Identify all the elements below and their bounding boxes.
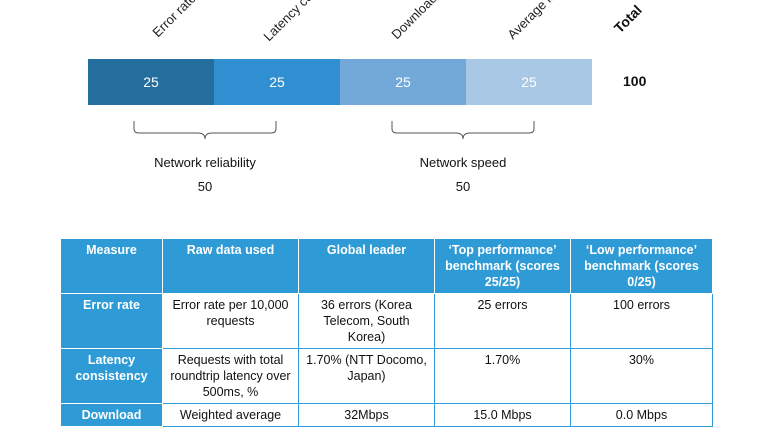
header-measure: Measure (60, 238, 163, 294)
cell-global-leader: 36 errors (Korea Telecom, South Korea) (298, 293, 435, 349)
group-value-network-reliability: 50 (197, 179, 213, 194)
brace-network-reliability (133, 121, 277, 140)
cell-low-benchmark: 30% (570, 348, 713, 404)
row-measure: Latency consistency (60, 348, 163, 404)
cell-global-leader: 32Mbps (298, 403, 435, 427)
cell-raw-data: Error rate per 10,000 requests (162, 293, 299, 349)
table-header-row: Measure Raw data used Global leader ‘Top… (60, 238, 713, 294)
benchmark-table: Measure Raw data used Global leader ‘Top… (60, 238, 713, 427)
header-top-benchmark: ‘Top performance’ benchmark (scores 25/2… (434, 238, 571, 294)
cell-raw-data: Requests with total roundtrip latency ov… (162, 348, 299, 404)
group-label-network-speed: Network speed (419, 155, 507, 170)
table-row: Error rate Error rate per 10,000 request… (60, 293, 713, 349)
header-global-leader: Global leader (298, 238, 435, 294)
bar-segment-latency-consistency: 25 (214, 59, 340, 105)
total-value: 100 (623, 73, 647, 89)
bar-value-label: 25 (395, 74, 411, 90)
cell-global-leader: 1.70% (NTT Docomo, Japan) (298, 348, 435, 404)
bar-segment-download-speed: 25 (340, 59, 466, 105)
cell-low-benchmark: 0.0 Mbps (570, 403, 713, 427)
cell-top-benchmark: 1.70% (434, 348, 571, 404)
header-raw-data: Raw data used (162, 238, 299, 294)
bar-segment-average-latency: 25 (466, 59, 592, 105)
row-measure: Download (60, 403, 163, 427)
group-braces (133, 121, 535, 140)
cell-top-benchmark: 15.0 Mbps (434, 403, 571, 427)
bar-value-label: 25 (521, 74, 537, 90)
bar-value-label: 25 (143, 74, 159, 90)
cell-low-benchmark: 100 errors (570, 293, 713, 349)
cell-raw-data: Weighted average (162, 403, 299, 427)
header-low-benchmark: ‘Low performance’ benchmark (scores 0/25… (570, 238, 713, 294)
group-label-network-reliability: Network reliability (154, 155, 256, 170)
table-row: Download Weighted average 32Mbps 15.0 Mb… (60, 403, 713, 427)
table-row: Latency consistency Requests with total … (60, 348, 713, 404)
cell-top-benchmark: 25 errors (434, 293, 571, 349)
group-value-network-speed: 50 (455, 179, 471, 194)
bar-segment-error-rate: 25 (88, 59, 214, 105)
bar-value-label: 25 (269, 74, 285, 90)
row-measure: Error rate (60, 293, 163, 349)
brace-network-speed (391, 121, 535, 140)
